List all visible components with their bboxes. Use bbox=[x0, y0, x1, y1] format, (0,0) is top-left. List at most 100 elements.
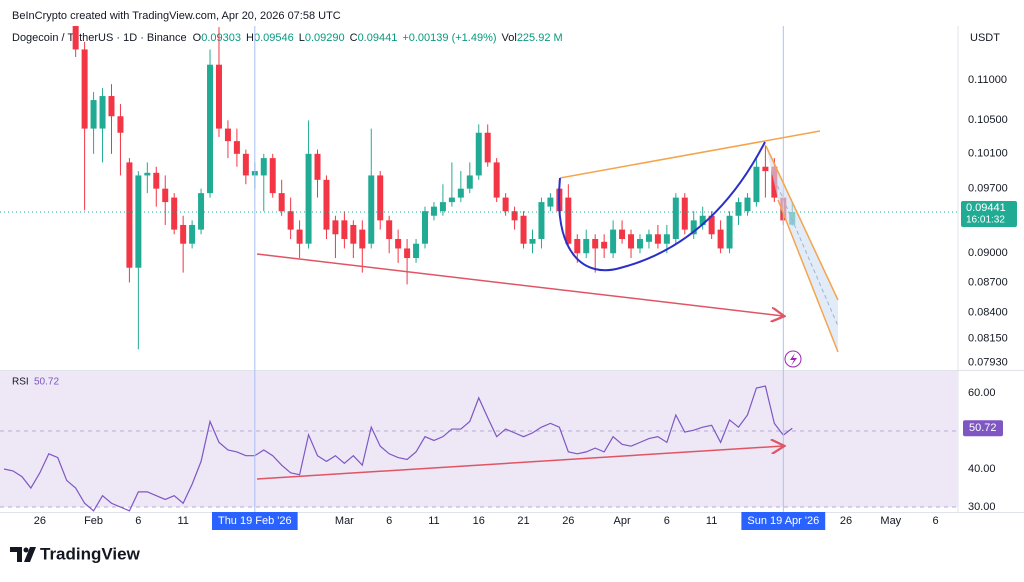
candle-body bbox=[189, 224, 196, 244]
legend-line: Dogecoin / TetherUS · 1D · Binance O0.093… bbox=[12, 32, 563, 44]
rsi-trend-arrow bbox=[256, 446, 783, 480]
candle-body bbox=[341, 220, 348, 239]
x-tick-label: 11 bbox=[177, 515, 188, 527]
channel-fill bbox=[766, 146, 838, 352]
volume-value: 225.92 M bbox=[517, 32, 563, 44]
last-price-box bbox=[961, 200, 1017, 227]
candle-body bbox=[619, 229, 626, 239]
x-tick-label: 11 bbox=[428, 515, 439, 527]
value-box bbox=[963, 420, 1003, 437]
x-tick-label: 11 bbox=[706, 515, 717, 527]
candle-body bbox=[475, 132, 482, 176]
candle-body bbox=[762, 166, 769, 172]
ohlc-value: 0.09441 bbox=[358, 32, 398, 44]
y-tick-label: 0.08400 bbox=[968, 307, 1008, 319]
candle-body bbox=[726, 215, 733, 249]
trend-arrow bbox=[256, 253, 783, 316]
candle-body bbox=[386, 220, 393, 239]
candle-body bbox=[484, 132, 491, 163]
candle-body bbox=[654, 234, 661, 244]
currency-label: USDT bbox=[970, 32, 1000, 44]
ohlc-value: 0.09303 bbox=[201, 32, 241, 44]
candle-body bbox=[601, 241, 608, 249]
candle-body bbox=[645, 234, 652, 242]
y-tick-label: 0.10100 bbox=[968, 148, 1008, 160]
candle-body bbox=[144, 172, 151, 176]
candle-body bbox=[198, 193, 205, 230]
candle-body bbox=[681, 197, 688, 230]
candle-body bbox=[278, 193, 285, 212]
footer-logo bbox=[10, 547, 36, 562]
candle-body bbox=[90, 100, 97, 129]
logo-mark bbox=[24, 547, 36, 562]
ohlc-key: C bbox=[350, 32, 358, 44]
candle-body bbox=[269, 158, 276, 194]
candle-body bbox=[377, 175, 384, 221]
candle-body bbox=[583, 238, 590, 254]
candle-body bbox=[547, 197, 554, 207]
axes: 0.11000 0.10500 0.10100 0.09700 0.09000 0.087… bbox=[12, 26, 1017, 530]
candle-body bbox=[314, 153, 321, 180]
candle-body bbox=[126, 162, 133, 268]
candle-body bbox=[610, 229, 617, 254]
candle-body bbox=[171, 197, 178, 230]
candle-body bbox=[457, 188, 464, 198]
credit: BeInCrypto created with TradingView.com,… bbox=[12, 10, 341, 22]
y-tick-label: 0.11000 bbox=[968, 74, 1007, 86]
price-pane bbox=[0, 26, 958, 350]
candle-body bbox=[565, 197, 572, 244]
candle-body bbox=[413, 243, 420, 259]
cup-curve bbox=[558, 141, 766, 272]
y-tick-label: 0.10500 bbox=[968, 114, 1008, 126]
ohlc-value: 0.09290 bbox=[305, 32, 345, 44]
candle-body bbox=[117, 116, 124, 133]
candle-body bbox=[422, 211, 429, 244]
symbol-title: Dogecoin / TetherUS · 1D · Binance bbox=[12, 32, 187, 44]
logo-mark bbox=[10, 547, 22, 562]
y-tick-label: 30.00 bbox=[968, 501, 996, 513]
y-tick-label: 0.09000 bbox=[968, 247, 1008, 259]
channel-line bbox=[777, 199, 839, 353]
candle-body bbox=[305, 153, 312, 244]
candle-body bbox=[350, 224, 357, 244]
event-bolt bbox=[790, 353, 797, 366]
candle-body bbox=[81, 49, 88, 129]
crosshair-date-label: Thu 19 Feb '26 bbox=[218, 515, 292, 527]
x-tick-label: 26 bbox=[562, 515, 574, 527]
candle-body bbox=[448, 197, 455, 203]
x-tick-label: 6 bbox=[933, 515, 939, 527]
legend-name: RSI bbox=[12, 377, 29, 388]
candle-body bbox=[359, 229, 366, 249]
rsi-pane bbox=[0, 371, 958, 512]
candle-body bbox=[233, 141, 240, 154]
candle-body bbox=[162, 188, 169, 203]
trend-line bbox=[559, 130, 821, 179]
candle-body bbox=[493, 162, 500, 198]
candle-body bbox=[672, 197, 679, 239]
crosshair-date-box bbox=[741, 512, 826, 530]
candle-body bbox=[439, 202, 446, 212]
candle-body bbox=[511, 211, 518, 221]
candle-body bbox=[207, 64, 214, 194]
candle-body bbox=[690, 220, 697, 235]
rsi-band bbox=[0, 371, 958, 508]
crosshair-date-label: Sun 19 Apr '26 bbox=[747, 515, 819, 527]
candle-body bbox=[708, 215, 715, 235]
volume-key: Vol bbox=[502, 32, 517, 44]
logo-mark bbox=[23, 547, 29, 553]
candle-body bbox=[663, 234, 670, 244]
y-tick-label: 0.08700 bbox=[968, 276, 1008, 288]
candle-body bbox=[538, 202, 545, 239]
candle-body bbox=[753, 166, 760, 203]
ohlc-key: O bbox=[193, 32, 202, 44]
value-box-label: 50.72 bbox=[969, 422, 997, 434]
y-tick-label: 60.00 bbox=[968, 387, 996, 399]
candle-body bbox=[215, 64, 222, 129]
candle-body bbox=[287, 211, 294, 230]
crosshair-date-box bbox=[211, 512, 298, 530]
candle-body bbox=[260, 158, 267, 176]
candle-body bbox=[699, 215, 706, 225]
candle-body bbox=[224, 128, 231, 142]
drawings bbox=[256, 130, 839, 480]
